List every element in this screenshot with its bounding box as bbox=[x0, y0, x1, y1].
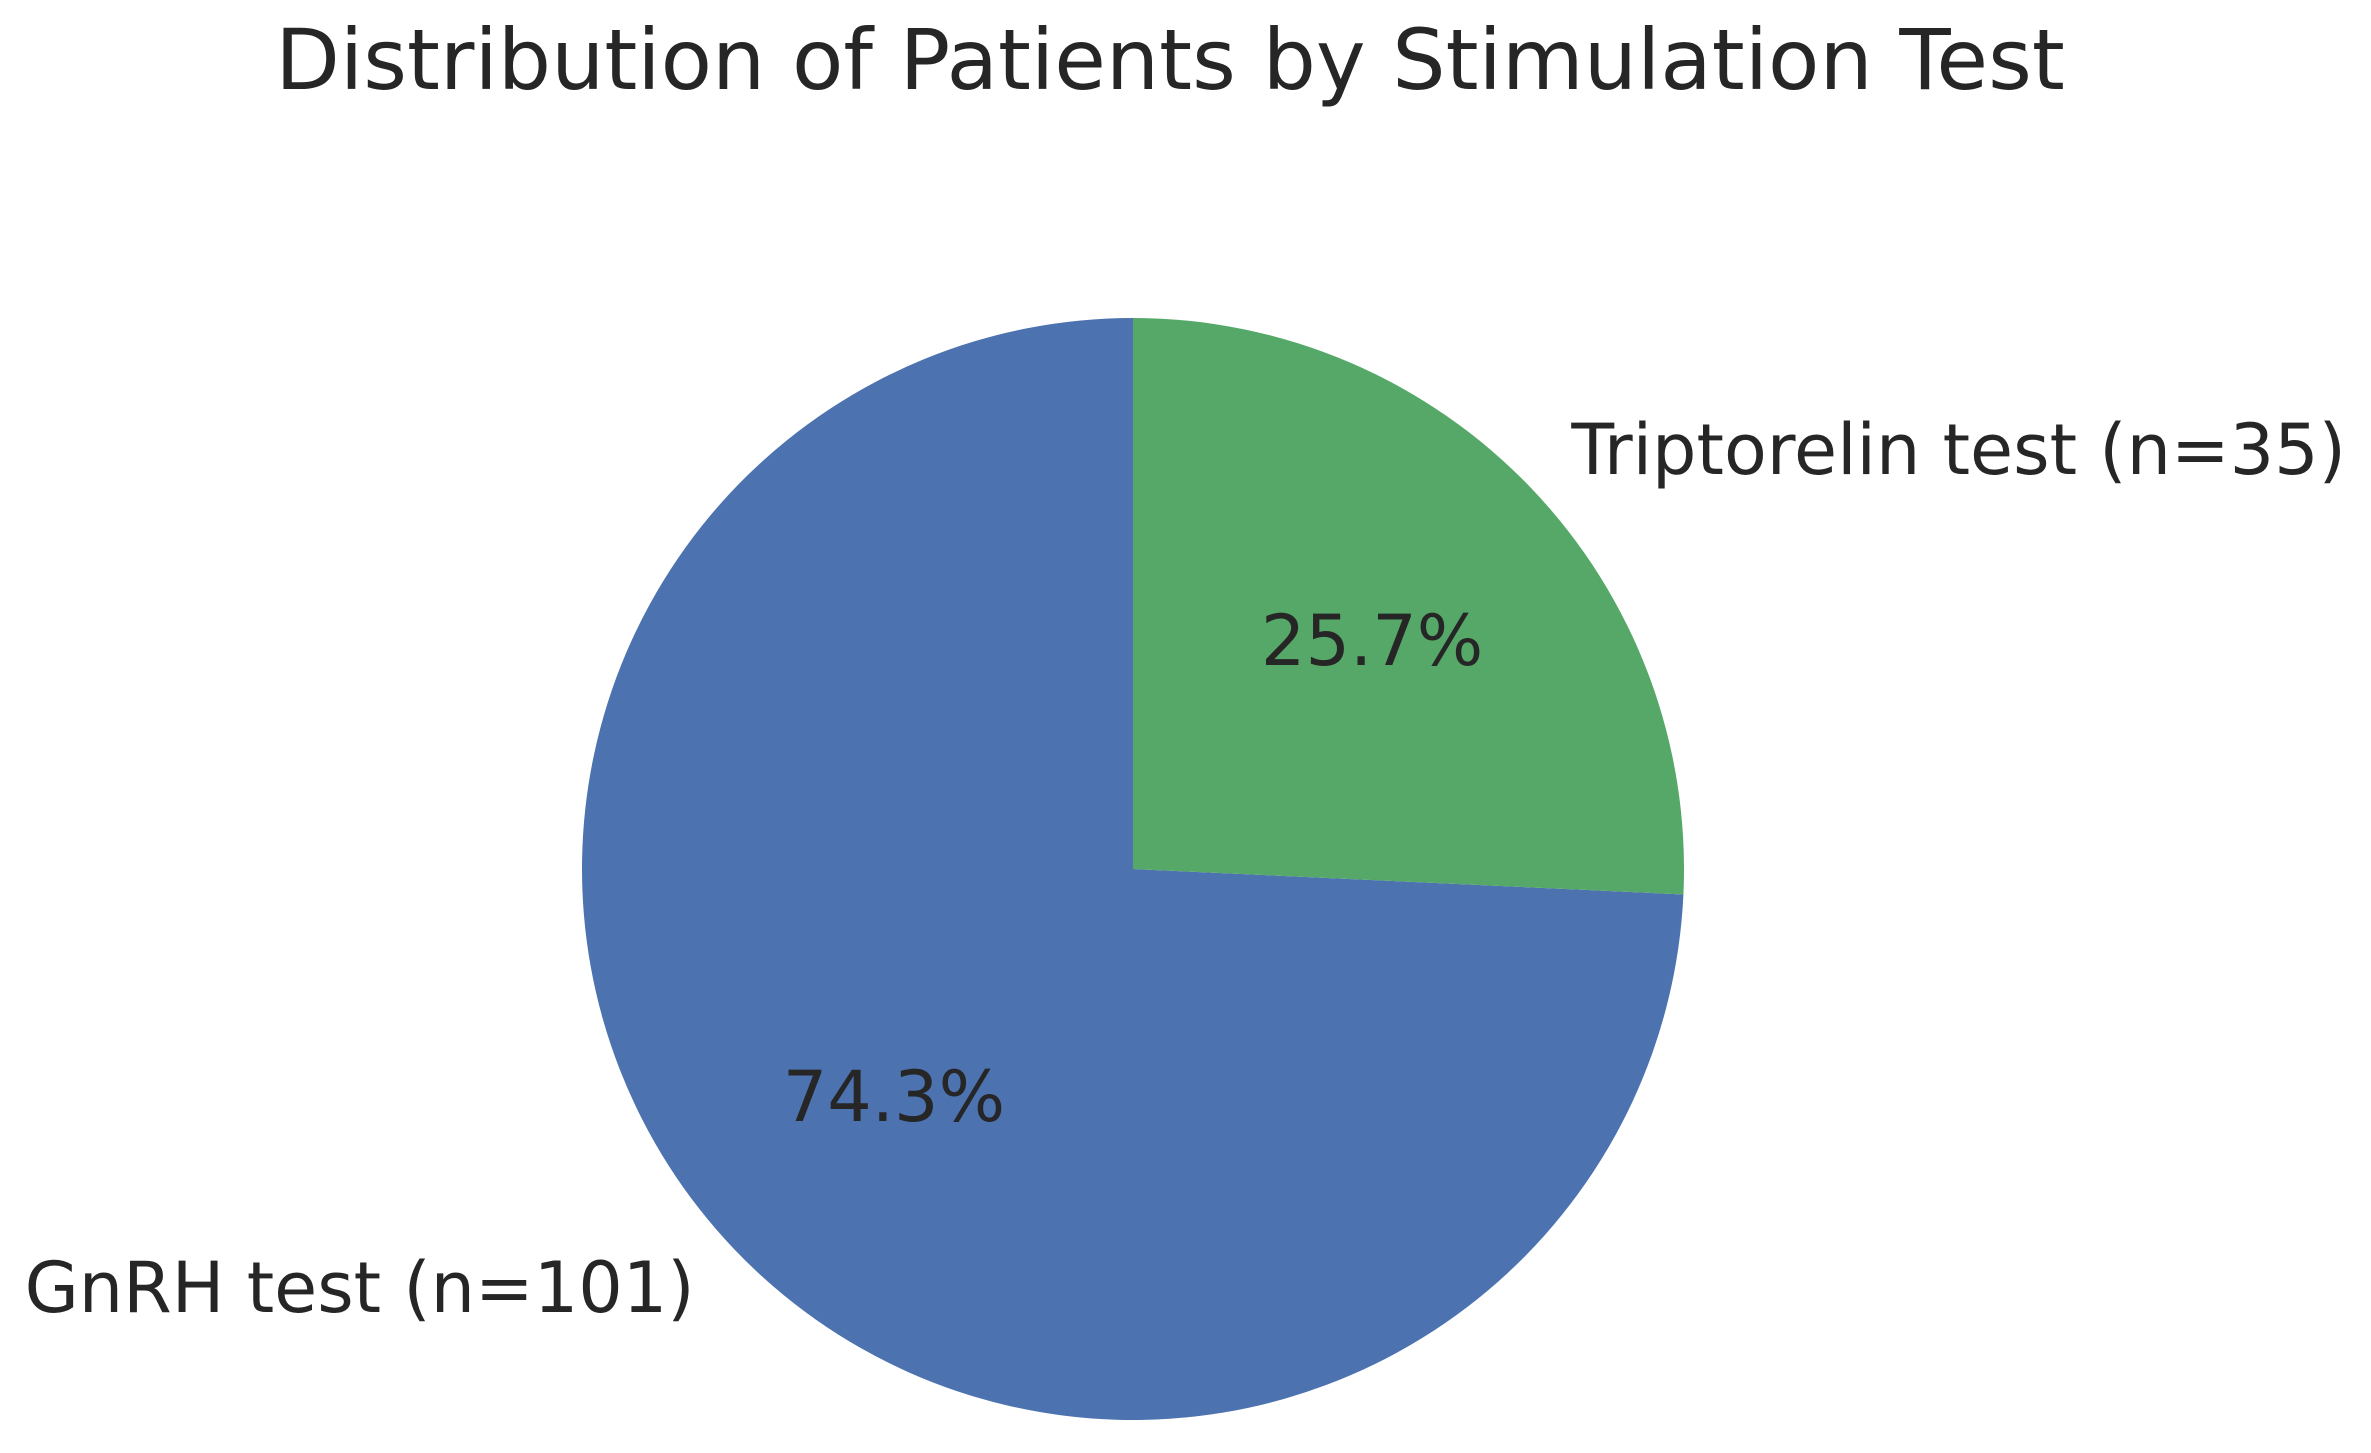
pie-slice-1 bbox=[1133, 318, 1684, 895]
slice-label-gnrh-test: GnRH test (n=101) bbox=[24, 1246, 695, 1329]
percentage-label-triptorelin-test: 25.7% bbox=[1260, 599, 1484, 682]
slice-label-triptorelin-test: Triptorelin test (n=35) bbox=[1571, 409, 2346, 492]
percentage-label-gnrh-test: 74.3% bbox=[782, 1056, 1006, 1139]
pie-slice-0 bbox=[581, 318, 1684, 1420]
chart-title: Distribution of Patients by Stimulation … bbox=[275, 11, 2065, 109]
